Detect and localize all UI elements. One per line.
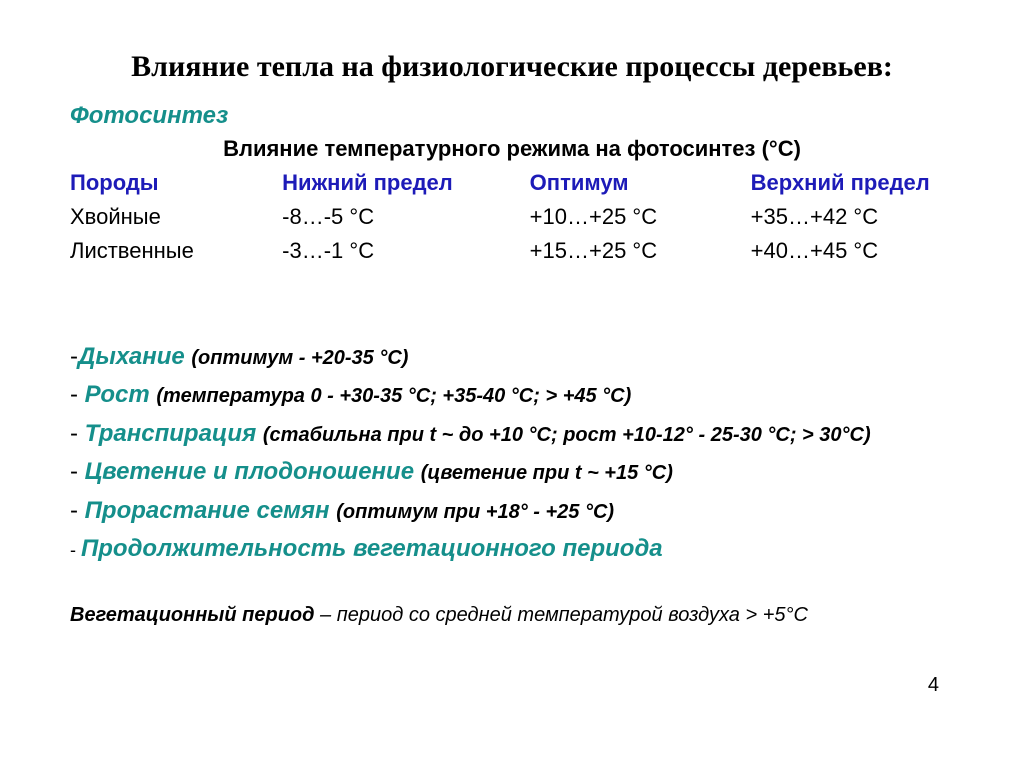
term: Транспирация: [85, 420, 257, 447]
slide: Влияние тепла на физиологические процесс…: [0, 0, 1024, 767]
term: Дыхание: [78, 343, 185, 370]
table-cell: -3…-1 °С: [282, 234, 530, 268]
footnote-lead: Вегетационный период: [70, 604, 315, 626]
term: Прорастание семян: [85, 497, 330, 524]
dash-icon: -: [70, 497, 85, 524]
col-header: Нижний предел: [282, 166, 530, 200]
col-header: Породы: [70, 166, 282, 200]
list-item: -Дыхание (оптимум - +20-35 °С): [70, 338, 954, 376]
table-cell: +40…+45 °С: [751, 234, 954, 268]
term: Рост: [85, 381, 150, 408]
table-cell: +10…+25 °С: [530, 200, 751, 234]
table-header-row: Породы Нижний предел Оптимум Верхний пре…: [70, 166, 954, 200]
table-row: Лиственные -3…-1 °С +15…+25 °С +40…+45 °…: [70, 234, 954, 268]
note: (цветение при t ~ +15 °С): [421, 462, 673, 484]
dash-icon: -: [70, 420, 85, 447]
table-cell: Хвойные: [70, 200, 282, 234]
page-title: Влияние тепла на физиологические процесс…: [70, 50, 954, 84]
dash-icon: -: [70, 343, 78, 370]
table-cell: Лиственные: [70, 234, 282, 268]
col-header: Оптимум: [530, 166, 751, 200]
photosynthesis-table: Породы Нижний предел Оптимум Верхний пре…: [70, 166, 954, 268]
list-item: - Цветение и плодоношение (цветение при …: [70, 453, 954, 491]
term: Продолжительность вегетационного периода: [81, 535, 663, 562]
dash-icon: -: [70, 458, 85, 485]
sub-heading: Влияние температурного режима на фотосин…: [70, 136, 954, 162]
footnote-rest: – период со средней температурой воздуха…: [315, 604, 808, 626]
note: (стабильна при t ~ до +10 °С; рост +10-1…: [263, 424, 871, 446]
list-item: - Рост (температура 0 - +30-35 °С; +35-4…: [70, 376, 954, 414]
dash-icon: -: [70, 540, 81, 560]
col-header: Верхний предел: [751, 166, 954, 200]
table-cell: +35…+42 °С: [751, 200, 954, 234]
note: (оптимум - +20-35 °С): [191, 347, 408, 369]
section-heading-photosynthesis: Фотосинтез: [70, 102, 954, 130]
table-row: Хвойные -8…-5 °С +10…+25 °С +35…+42 °С: [70, 200, 954, 234]
table-cell: -8…-5 °С: [282, 200, 530, 234]
term: Цветение и плодоношение: [85, 458, 414, 485]
table-cell: +15…+25 °С: [530, 234, 751, 268]
dash-icon: -: [70, 381, 85, 408]
page-number: 4: [928, 674, 939, 697]
footnote: Вегетационный период – период со средней…: [70, 604, 954, 627]
list-item: - Прорастание семян (оптимум при +18° - …: [70, 492, 954, 530]
note: (температура 0 - +30-35 °С; +35-40 °С; >…: [156, 385, 631, 407]
note: (оптимум при +18° - +25 °С): [336, 501, 614, 523]
process-list: -Дыхание (оптимум - +20-35 °С) - Рост (т…: [70, 338, 954, 568]
list-item: - Продолжительность вегетационного перио…: [70, 530, 954, 568]
list-item: - Транспирация (стабильна при t ~ до +10…: [70, 415, 954, 453]
